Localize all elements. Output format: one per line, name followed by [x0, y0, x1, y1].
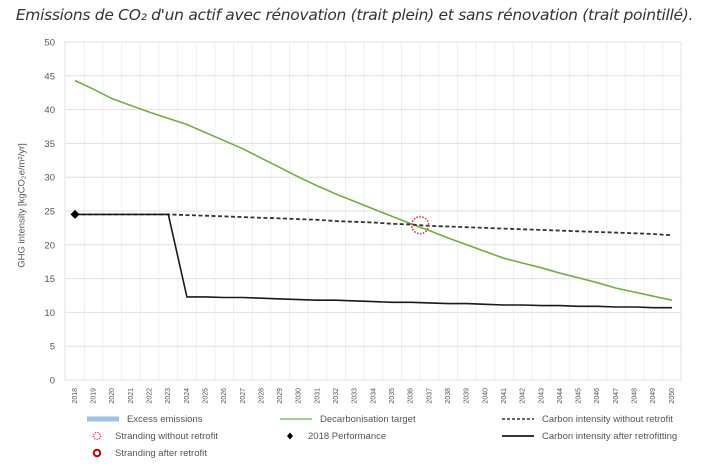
y-tick-label: 45: [44, 71, 55, 82]
solid-line-icon: [502, 435, 534, 437]
legend-item: 2018 Performance: [278, 430, 386, 442]
y-tick-label: 30: [44, 173, 55, 184]
x-tick-label: 2047: [613, 388, 620, 404]
legend-item: Carbon intensity after retrofitting: [500, 430, 677, 442]
green-line-icon: [280, 418, 312, 420]
y-tick-label: 0: [50, 376, 55, 387]
x-tick-label: 2024: [184, 388, 191, 404]
x-tick-label: 2023: [165, 388, 172, 404]
blue-bar-icon: [87, 416, 119, 422]
x-tick-label: 2049: [650, 388, 657, 404]
y-tick-label: 25: [44, 207, 55, 218]
dotted-circle-icon: [92, 431, 102, 441]
x-tick-label: 2042: [520, 388, 527, 404]
legend-item: Stranding without retrofit: [85, 430, 218, 442]
legend-label: Decarbonisation target: [320, 413, 416, 425]
x-tick-label: 2027: [240, 388, 247, 404]
diamond-icon: [287, 432, 293, 440]
series-lines: [74, 79, 673, 309]
y-tick-label: 50: [44, 38, 55, 49]
series-line: [75, 213, 672, 309]
y-tick-label: 40: [44, 105, 55, 116]
x-axis-ticks: 2018 2019 2020 2021 2022 2023 2024 2025 2026 2027…: [72, 388, 676, 404]
legend-item: Stranding after retrofit: [85, 447, 207, 459]
series-line: [75, 213, 673, 237]
x-tick-label: 2044: [557, 388, 564, 404]
x-tick-label: 2025: [202, 388, 209, 404]
x-tick-label: 2040: [482, 388, 489, 404]
x-tick-label: 2039: [464, 388, 471, 404]
legend-item: Excess emissions: [85, 413, 203, 425]
x-tick-label: 2028: [258, 388, 265, 404]
x-tick-label: 2038: [445, 388, 452, 404]
x-tick-label: 2029: [277, 388, 284, 404]
y-tick-label: 5: [50, 342, 55, 353]
x-tick-label: 2030: [296, 388, 303, 404]
x-tick-label: 2026: [221, 388, 228, 404]
y-tick-label: 35: [44, 139, 55, 150]
gridlines: [64, 41, 682, 381]
circle-icon: [92, 448, 102, 458]
x-tick-label: 2036: [408, 388, 415, 404]
x-tick-label: 2021: [128, 388, 135, 404]
y-tick-label: 15: [44, 274, 55, 285]
x-tick-label: 2033: [352, 388, 359, 404]
x-tick-label: 2022: [146, 388, 153, 404]
x-tick-label: 2037: [426, 388, 433, 404]
stranding-without-retrofit-marker: [410, 215, 430, 235]
dashed-line-icon: [502, 418, 534, 420]
y-axis-label: GHG intensity [kgCO₂e/m²/yr]: [16, 143, 28, 268]
x-tick-label: 2035: [389, 388, 396, 404]
x-tick-label: 2034: [370, 388, 377, 404]
x-tick-label: 2048: [632, 388, 639, 404]
legend-label: Carbon intensity after retrofitting: [542, 430, 678, 442]
legend-label: 2018 Performance: [308, 430, 387, 442]
series-line: [74, 79, 673, 301]
legend-item: Decarbonisation target: [278, 413, 416, 425]
y-tick-label: 20: [44, 240, 55, 251]
legend-label: Stranding after retrofit: [115, 447, 207, 459]
chart-title: Emissions de CO₂ d'un actif avec rénovat…: [15, 6, 694, 24]
legend-label: Stranding without retrofit: [115, 430, 218, 442]
legend-label: Excess emissions: [127, 413, 203, 425]
x-tick-label: 2041: [501, 388, 508, 404]
y-tick-label: 10: [44, 308, 55, 319]
x-tick-label: 2020: [109, 388, 116, 404]
performance-2018-marker: [70, 209, 80, 219]
x-tick-label: 2046: [594, 388, 601, 404]
legend-item: Carbon intensity without retrofit: [500, 413, 673, 425]
x-tick-label: 2031: [314, 388, 321, 404]
x-tick-label: 2045: [576, 388, 583, 404]
legend-label: Carbon intensity without retrofit: [542, 413, 673, 425]
x-tick-label: 2019: [91, 388, 98, 404]
x-tick-label: 2043: [538, 388, 545, 404]
markers: [70, 209, 430, 235]
x-tick-label: 2032: [333, 388, 340, 404]
y-axis-ticks: 0 5 10 15 20 25 30 35 40 45 50: [44, 38, 55, 387]
x-tick-label: 2018: [72, 388, 79, 404]
x-tick-label: 2050: [669, 388, 676, 404]
